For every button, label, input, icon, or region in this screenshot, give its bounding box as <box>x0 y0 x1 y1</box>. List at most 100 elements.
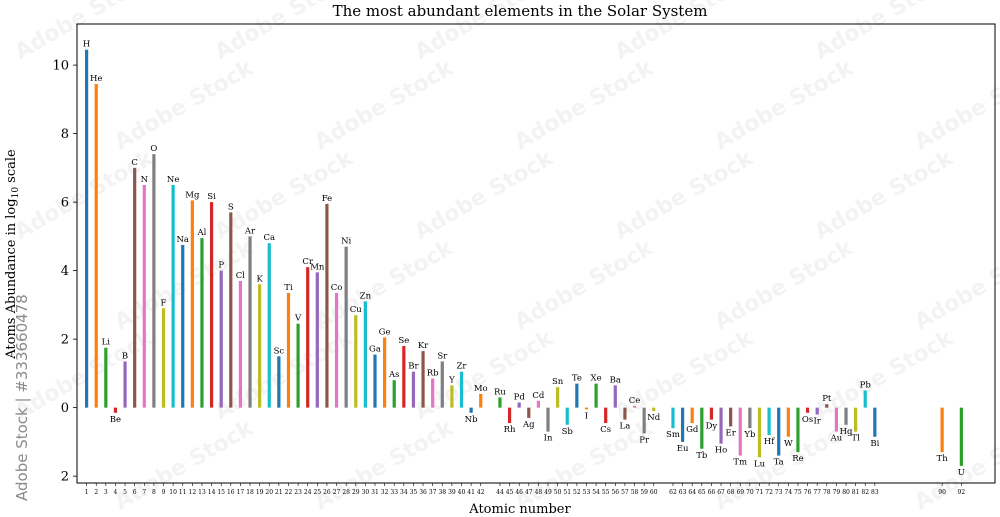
element-label-pr: Pr <box>639 435 650 445</box>
element-label-u: U <box>958 468 965 478</box>
x-tick-label: 12 <box>189 489 197 496</box>
element-label-na: Na <box>176 235 189 245</box>
y-tick-label: 0 <box>61 401 69 416</box>
background-watermark-tile: Adobe Stock <box>111 55 259 155</box>
element-label-la: La <box>620 422 631 432</box>
x-tick-label: 1 <box>85 489 89 496</box>
bar-dy <box>709 407 714 420</box>
background-watermark-tile: Adobe Stock <box>811 325 959 425</box>
element-label-gd: Gd <box>686 425 699 435</box>
element-label-pd: Pd <box>514 393 526 403</box>
x-tick-label: 83 <box>871 489 879 496</box>
bar-in <box>546 407 550 432</box>
bar-ga <box>373 354 377 408</box>
element-label-xe: Xe <box>591 374 602 384</box>
element-label-ca: Ca <box>263 233 275 243</box>
element-label-f: F <box>161 298 167 308</box>
bar-sb <box>565 407 569 425</box>
element-label-o: O <box>150 144 157 154</box>
x-tick-label: 19 <box>256 489 264 496</box>
y-tick-label: 6 <box>61 196 69 211</box>
element-label-sr: Sr <box>437 351 448 361</box>
background-watermark-tile: Adobe Stock <box>711 55 859 155</box>
bar-i <box>584 407 589 410</box>
bar-nd <box>652 407 656 412</box>
bar-si <box>209 202 214 408</box>
element-labels: H He Li Be B CN O F Ne Na Mg Al Si P S Cl Ar K Ca Sc Ti V CrMn… <box>83 40 965 478</box>
bar-v <box>296 323 300 408</box>
bar-lu <box>757 407 762 458</box>
bar-cl <box>238 280 243 408</box>
element-label-zn: Zn <box>360 291 372 301</box>
background-watermark-tile: Adobe Stock <box>911 235 1000 335</box>
element-label-cd: Cd <box>532 391 545 401</box>
bar-ge <box>383 337 387 408</box>
element-label-fe: Fe <box>322 194 332 204</box>
element-label-as: As <box>388 370 400 380</box>
bar-hf <box>767 407 771 436</box>
element-label-in: In <box>544 434 553 444</box>
element-label-mo: Mo <box>474 384 488 394</box>
bar-ce <box>632 405 637 408</box>
x-tick-label: 55 <box>602 489 610 496</box>
element-label-yb: Yb <box>743 430 756 440</box>
x-tick-label: 77 <box>813 489 821 496</box>
bar-os <box>805 407 810 413</box>
x-tick-label: 8 <box>152 489 156 496</box>
element-label-sm: Sm <box>666 430 680 440</box>
x-tick-label: 37 <box>429 489 437 496</box>
bar-ho <box>719 407 723 444</box>
element-label-sc: Sc <box>274 346 285 356</box>
background-watermark-tile: Adobe Stock <box>211 145 359 245</box>
bar-cu <box>354 315 358 408</box>
element-label-sn: Sn <box>552 377 564 387</box>
element-label-tm: Tm <box>733 458 747 468</box>
bar-sn <box>556 387 560 408</box>
element-label-ag: Ag <box>522 420 535 430</box>
background-watermark-tile: Adobe Stock <box>311 415 459 515</box>
element-label-nb: Nb <box>465 415 478 425</box>
background-watermark-tile: Adobe Stock <box>411 145 559 245</box>
y-tick-label: 4 <box>61 264 69 279</box>
x-tick-label: 76 <box>804 489 812 496</box>
bar-h <box>85 49 89 408</box>
bar-sc <box>277 356 281 408</box>
x-tick-label: 82 <box>861 489 869 496</box>
background-watermark-tile: Adobe Stock <box>611 325 759 425</box>
x-tick-label: 54 <box>592 489 600 496</box>
x-tick-label: 36 <box>419 489 427 496</box>
element-label-ti: Ti <box>284 283 293 293</box>
background-watermark-tile: Adobe Stock <box>511 235 659 335</box>
bar-gd <box>690 407 694 424</box>
y-tick-label: 10 <box>52 59 69 74</box>
bar-mg <box>190 200 194 408</box>
x-tick-label: 14 <box>208 489 216 496</box>
bar-li <box>104 347 108 408</box>
bar-rb <box>431 378 435 408</box>
element-label-tb: Tb <box>696 451 708 461</box>
x-tick-label: 56 <box>611 489 619 496</box>
x-tick-label: 31 <box>371 489 379 496</box>
x-tick-label: 81 <box>852 489 860 496</box>
background-watermark-tile: Adobe Stock <box>811 0 959 65</box>
bar-te <box>575 383 579 408</box>
element-label-w: W <box>784 439 793 449</box>
bar-hg <box>844 407 848 425</box>
element-label-si: Si <box>207 192 216 202</box>
background-watermark-tile: Adobe Stock <box>11 0 159 65</box>
element-label-ge: Ge <box>379 327 391 337</box>
element-label-ir: Ir <box>813 416 821 426</box>
background-watermark-tile: Adobe Stock <box>911 55 1000 155</box>
element-label-th: Th <box>937 454 949 464</box>
element-label-bi: Bi <box>870 439 879 449</box>
bar-cs <box>604 407 608 424</box>
background-watermark-tile: Adobe Stock <box>611 145 759 245</box>
element-label-ba: Ba <box>610 375 621 385</box>
x-tick-label: 33 <box>390 489 398 496</box>
element-label-pb: Pb <box>860 381 872 391</box>
x-tick-label: 26 <box>323 489 331 496</box>
background-watermark-tile: Adobe Stock <box>111 415 259 515</box>
element-label-cl: Cl <box>236 271 246 281</box>
bar-se <box>402 345 406 408</box>
